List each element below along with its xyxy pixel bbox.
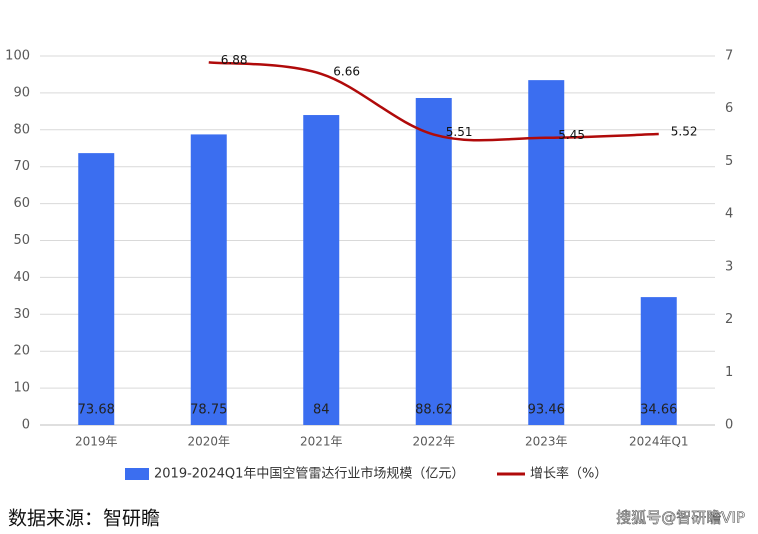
bar <box>78 153 115 426</box>
line-value-label: 5.45 <box>558 128 585 142</box>
x-tick-label: 2022年 <box>412 435 455 449</box>
y-tick-label: 60 <box>13 196 30 211</box>
y2-tick-label: 7 <box>725 49 733 64</box>
y-tick-label: 20 <box>13 344 30 359</box>
y-tick-label: 90 <box>13 85 30 100</box>
y2-tick-label: 6 <box>725 101 733 116</box>
watermark: 搜狐号@智研瞻VIP <box>616 509 745 527</box>
bar <box>415 97 452 426</box>
x-tick-label: 2023年 <box>525 435 568 449</box>
line-value-label: 5.51 <box>446 125 473 139</box>
y2-tick-label: 5 <box>725 154 733 169</box>
y2-tick-label: 3 <box>725 259 733 274</box>
y-tick-label: 100 <box>5 49 30 64</box>
bar-value-label: 93.46 <box>528 403 565 418</box>
bar-value-label: 78.75 <box>190 403 227 418</box>
y2-tick-label: 2 <box>725 312 733 327</box>
bar-value-label: 84 <box>313 403 330 418</box>
y-tick-label: 70 <box>13 159 30 174</box>
growth-line <box>208 61 659 142</box>
y-tick-label: 0 <box>22 418 30 433</box>
line-value-label: 5.52 <box>671 125 698 139</box>
bar-value-label: 88.62 <box>415 403 452 418</box>
legend-label: 2019-2024Q1年中国空管雷达行业市场规模（亿元） <box>154 466 464 482</box>
bar <box>190 134 227 425</box>
y-tick-label: 30 <box>13 307 30 322</box>
y-tick-label: 40 <box>13 270 30 285</box>
y-tick-label: 50 <box>13 233 30 248</box>
bar-value-label: 73.68 <box>78 403 115 418</box>
bar-value-label: 34.66 <box>640 403 677 418</box>
x-tick-label: 2024年Q1 <box>629 435 689 449</box>
legend-label: 增长率（%） <box>530 466 607 482</box>
bar <box>640 297 677 425</box>
line-value-label: 6.88 <box>221 53 248 67</box>
legend-swatch <box>125 468 149 480</box>
x-tick-label: 2021年 <box>300 435 343 449</box>
line-value-label: 6.66 <box>333 64 360 78</box>
y-tick-label: 80 <box>13 122 30 137</box>
y2-tick-label: 4 <box>725 207 733 222</box>
y-tick-label: 10 <box>13 381 30 396</box>
y2-tick-label: 0 <box>725 418 733 433</box>
source: 数据来源：智研瞻 <box>8 508 160 530</box>
x-tick-label: 2020年 <box>187 435 230 449</box>
x-tick-label: 2019年 <box>75 435 118 449</box>
y2-tick-label: 1 <box>725 365 733 380</box>
bar <box>303 115 340 425</box>
